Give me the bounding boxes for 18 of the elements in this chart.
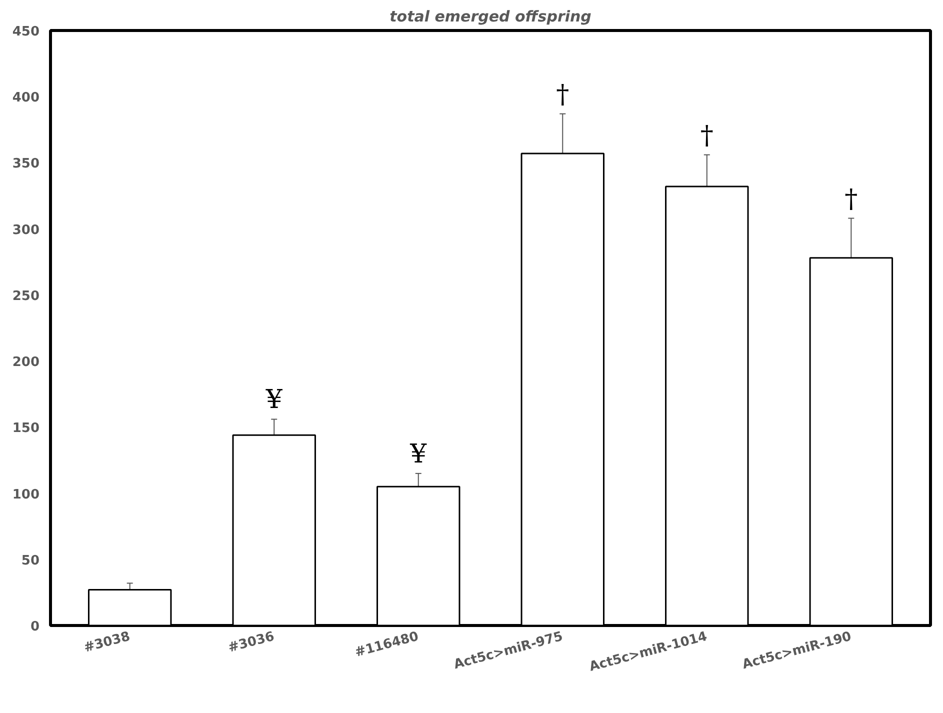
x-tick-label: #3036 — [226, 629, 276, 656]
y-tick-label: 150 — [12, 421, 40, 436]
y-tick-label: 350 — [12, 156, 40, 172]
x-tick-label: #3038 — [82, 629, 132, 656]
annotation: ¥ — [264, 385, 283, 416]
annotation: † — [844, 184, 858, 214]
y-tick-label: 100 — [12, 487, 40, 502]
annotation: ¥ — [409, 439, 428, 470]
y-tick-label: 400 — [12, 90, 40, 106]
annotation: † — [556, 80, 570, 110]
chart-title: total emerged offspring — [390, 8, 592, 26]
annotation: † — [700, 120, 714, 151]
y-tick-label: 450 — [12, 24, 40, 40]
y-tick-label: 200 — [12, 355, 40, 370]
y-tick-label: 250 — [12, 288, 40, 304]
y-tick-label: 300 — [12, 222, 40, 238]
y-tick-label: 0 — [30, 620, 40, 634]
y-tick-label: 50 — [21, 553, 40, 568]
